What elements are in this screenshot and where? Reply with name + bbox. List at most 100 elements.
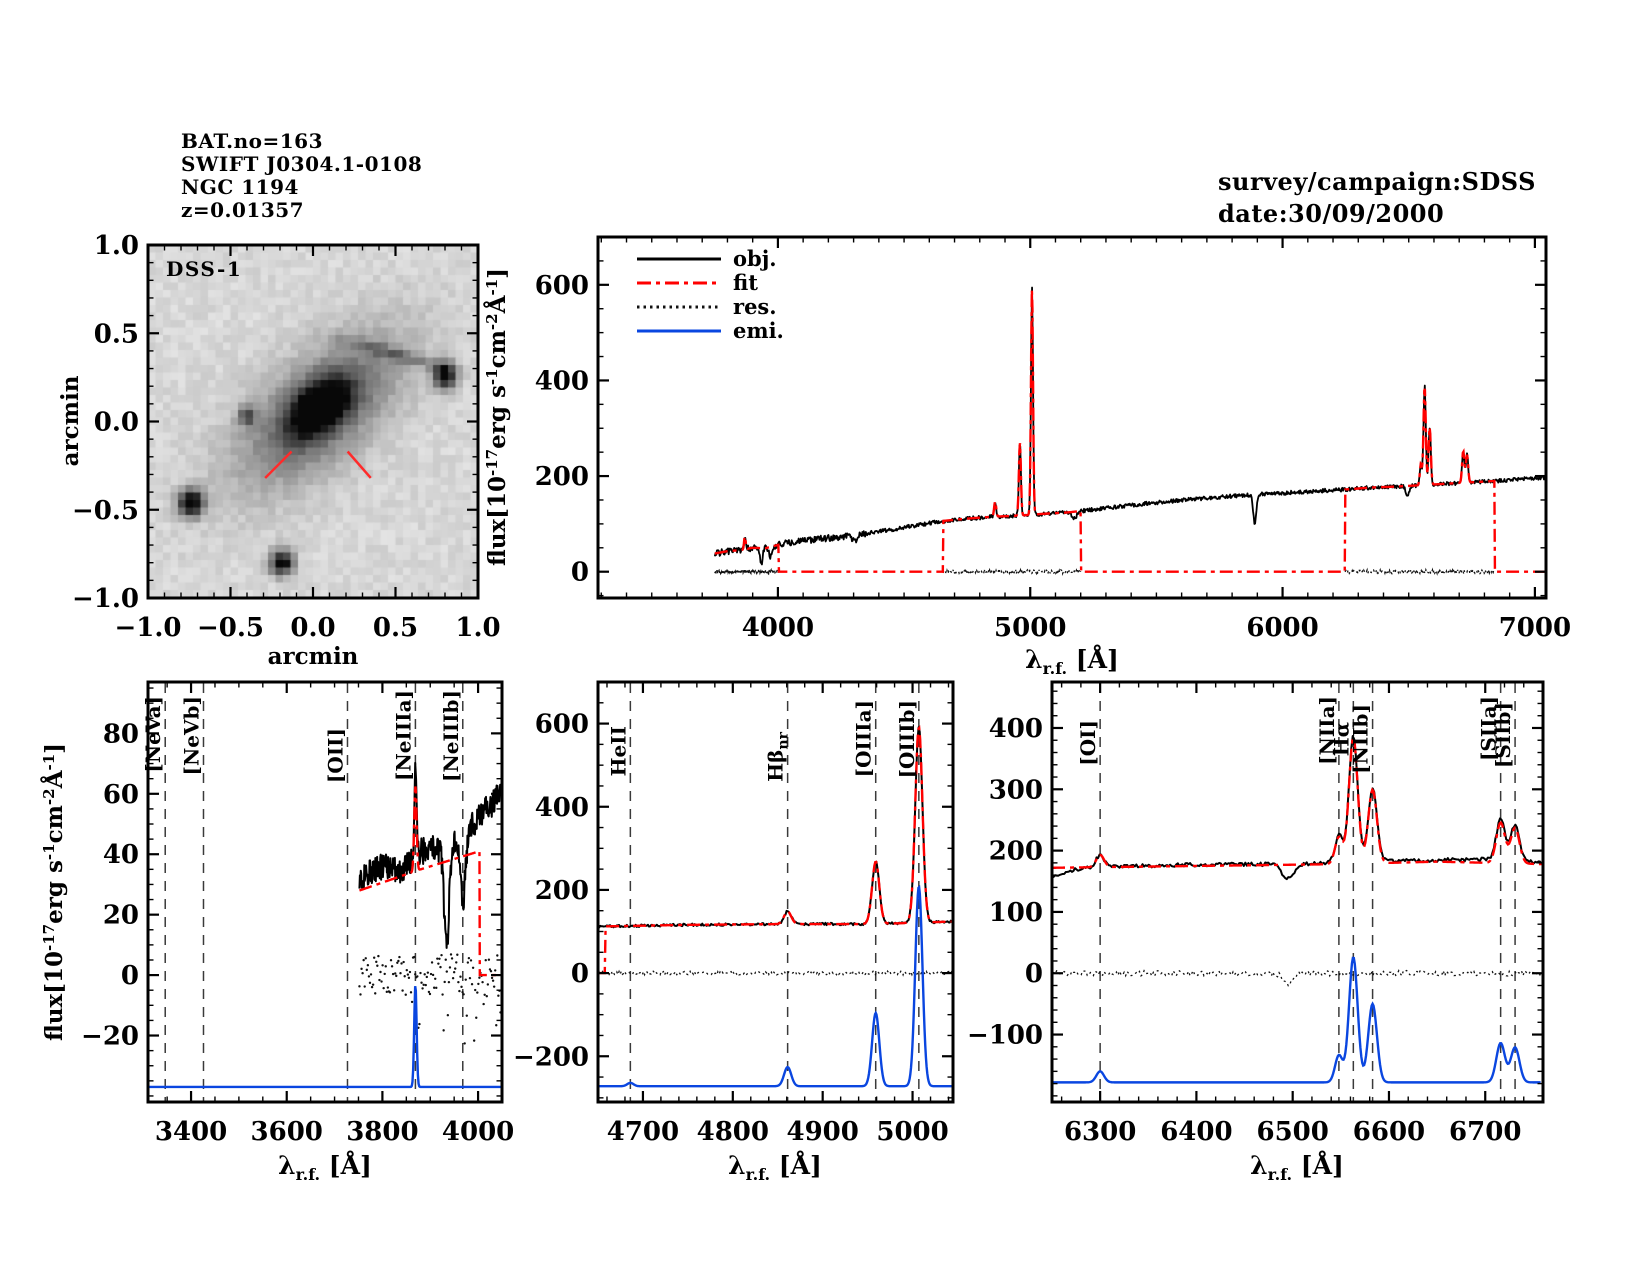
svg-text:3400: 3400 <box>155 1117 227 1147</box>
zoom_halpha-fit-curve <box>1053 733 1542 869</box>
line-marker-label-[NeIIIb]: 3400 3600 3800 4000 −20 0 20 40 60 80 [NeVa] [NeVb]… <box>81 680 514 1147</box>
axis-ticks <box>146 243 480 600</box>
svg-text:80: 80 <box>103 719 139 749</box>
svg-text:[OIIIb]: [OIIIb] <box>895 700 919 778</box>
zoom_halpha-obj-curve <box>1053 735 1542 881</box>
observation-date: date:30/09/2000 <box>1218 199 1445 228</box>
svg-text:4900: 4900 <box>786 1117 858 1147</box>
svg-text:−0.5: −0.5 <box>197 613 264 643</box>
zoom_blue-res-curve <box>358 953 501 1045</box>
svg-text:0: 0 <box>1025 959 1043 989</box>
zoom_blue-emi-curve <box>149 986 501 1089</box>
svg-text:Hβnr: Hβnr <box>764 731 792 781</box>
svg-text:[NIIb]: [NIIb] <box>1349 704 1373 774</box>
svg-text:200: 200 <box>535 876 589 906</box>
svg-text:−1.0: −1.0 <box>114 613 181 643</box>
line-marker-label-[OIIIb]: 4700 4800 4900 5000 −200 0 200 400 600 HeII Hβnr [O… <box>513 680 955 1147</box>
svg-text:[NeIIIa]: [NeIIIa] <box>391 690 415 781</box>
svg-text:[NIIa]: [NIIa] <box>1315 696 1339 765</box>
svg-text:200: 200 <box>535 462 589 492</box>
main-obj-curve <box>713 286 1545 566</box>
svg-text:[SIIa]: [SIIa] <box>1477 696 1501 761</box>
target-info-block: BAT.no=163 SWIFT J0304.1-0108 NGC 1194 z… <box>181 130 422 222</box>
svg-text:600: 600 <box>535 710 589 740</box>
svg-text:DSS-1: DSS-1 <box>166 257 242 281</box>
svg-text:0: 0 <box>571 558 589 588</box>
svg-text:0: 0 <box>121 961 139 991</box>
svg-text:4000: 4000 <box>442 1117 514 1147</box>
svg-text:6600: 6600 <box>1353 1117 1425 1147</box>
y-tick-label: 4000 5000 6000 7000 0 200 400 600 <box>535 235 1571 643</box>
svg-text:400: 400 <box>535 366 589 396</box>
svg-text:flux[10-17erg s-1cm-2Å-1]: flux[10-17erg s-1cm-2Å-1] <box>483 268 511 566</box>
svg-text:600: 600 <box>535 271 589 301</box>
main-res-curve <box>1344 567 1495 576</box>
svg-text:0.0: 0.0 <box>94 408 139 438</box>
svg-text:[NeVb]: [NeVb] <box>179 696 203 775</box>
main-fit-curve <box>714 289 1545 573</box>
svg-text:[OI]: [OI] <box>1076 720 1100 766</box>
svg-text:0.0: 0.0 <box>290 613 335 643</box>
svg-text:emi.: emi. <box>733 318 784 343</box>
zoom_halpha-res-curve <box>1053 968 1542 987</box>
svg-text:0: 0 <box>571 959 589 989</box>
svg-text:200: 200 <box>989 837 1043 867</box>
svg-text:−1.0: −1.0 <box>72 584 139 614</box>
zoom_blue-obj-curve <box>358 761 501 949</box>
survey-campaign: survey/campaign:SDSS <box>1218 167 1536 196</box>
axis-ticks <box>598 236 1546 598</box>
svg-text:3800: 3800 <box>346 1117 418 1147</box>
zoom_hbeta-res-curve <box>599 969 952 977</box>
object-name: NGC 1194 <box>181 175 299 199</box>
line-marker-label-[SIIb]: 6300 6400 6500 6600 6700 −100 0 100 200 300 400 [OI… <box>967 680 1545 1147</box>
svg-text:obj.: obj. <box>733 246 777 271</box>
zoom_hbeta-emi-curve <box>599 884 952 1088</box>
dss-image <box>148 245 478 598</box>
svg-text:λr.f. [Å]: λr.f. [Å] <box>1025 645 1119 678</box>
svg-text:[SIIb]: [SIIb] <box>1491 702 1515 768</box>
axis-ticks <box>1052 682 1544 1102</box>
svg-text:3600: 3600 <box>251 1117 323 1147</box>
svg-text:5000: 5000 <box>876 1117 948 1147</box>
svg-text:300: 300 <box>989 775 1043 805</box>
svg-text:4000: 4000 <box>742 613 814 643</box>
svg-text:1.0: 1.0 <box>455 613 500 643</box>
svg-text:[OIIIa]: [OIIIa] <box>852 700 876 777</box>
survey-info-block: survey/campaign:SDSS date:30/09/2000 <box>1218 166 1536 230</box>
bat-number: BAT.no=163 <box>181 129 323 153</box>
main-res-curve <box>942 567 1082 577</box>
svg-text:λr.f. [Å]: λr.f. [Å] <box>278 1151 372 1184</box>
svg-text:0.5: 0.5 <box>373 613 418 643</box>
svg-text:−200: −200 <box>513 1042 589 1072</box>
svg-text:arcmin: arcmin <box>57 375 84 466</box>
svg-text:6700: 6700 <box>1449 1117 1521 1147</box>
axis-ticks <box>598 681 953 1102</box>
svg-text:1.0: 1.0 <box>94 231 139 261</box>
svg-text:[NeVa]: [NeVa] <box>141 696 165 773</box>
swift-name: SWIFT J0304.1-0108 <box>181 152 423 176</box>
svg-text:−0.5: −0.5 <box>72 496 139 526</box>
svg-text:400: 400 <box>535 793 589 823</box>
svg-text:fit: fit <box>733 270 758 295</box>
axis-ticks <box>148 682 503 1102</box>
svg-text:6400: 6400 <box>1160 1117 1232 1147</box>
zoom_hbeta-fit-curve <box>599 724 952 975</box>
svg-text:λr.f. [Å]: λr.f. [Å] <box>728 1151 822 1184</box>
svg-text:5000: 5000 <box>994 613 1066 643</box>
svg-text:HeII: HeII <box>606 726 630 776</box>
svg-text:6500: 6500 <box>1256 1117 1328 1147</box>
zoom_halpha-emi-curve <box>1053 956 1541 1084</box>
svg-text:4700: 4700 <box>607 1117 679 1147</box>
main-res-curve <box>714 567 779 576</box>
svg-text:Hα: Hα <box>1329 722 1353 756</box>
zoom_blue-fit-curve <box>359 786 501 977</box>
svg-text:6000: 6000 <box>1246 613 1318 643</box>
svg-text:0.5: 0.5 <box>94 319 139 349</box>
svg-text:20: 20 <box>103 901 139 931</box>
svg-text:flux[10-17erg s-1cm-2Å-1]: flux[10-17erg s-1cm-2Å-1] <box>40 743 68 1041</box>
svg-text:[OII]: [OII] <box>323 728 347 783</box>
svg-text:−100: −100 <box>967 1021 1043 1051</box>
